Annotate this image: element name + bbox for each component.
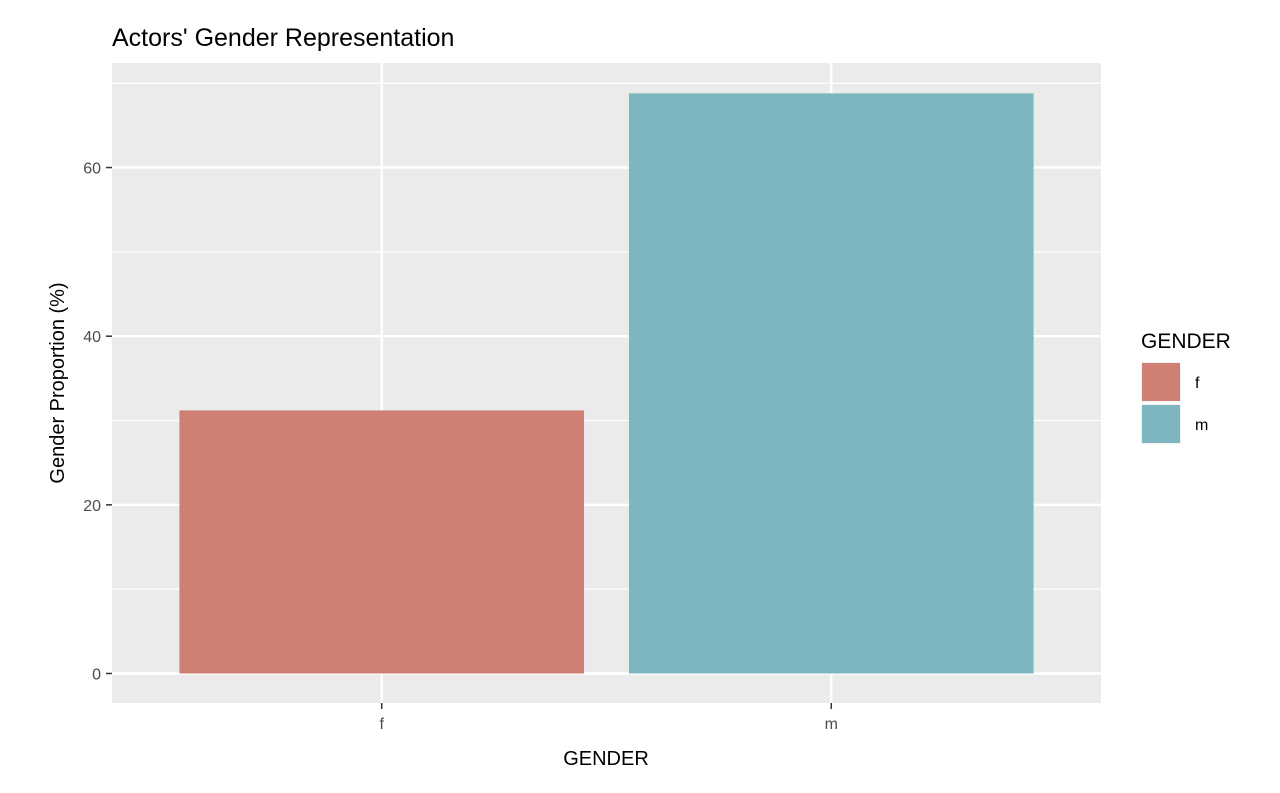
legend-label-f: f [1195, 375, 1200, 392]
legend-title: GENDER [1141, 330, 1231, 353]
legend-swatch-f [1142, 363, 1180, 401]
legend-entries: fm [1141, 362, 1208, 444]
legend: GENDER fm [1141, 330, 1231, 444]
y-tick-label: 0 [92, 666, 101, 683]
y-axis: 0 20 40 60 [83, 161, 112, 683]
y-axis-label: Gender Proportion (%) [47, 282, 69, 483]
x-tick-label: f [380, 716, 385, 733]
legend-label-m: m [1195, 417, 1208, 434]
y-tick-label: 40 [83, 329, 101, 346]
x-tick-label: m [825, 716, 838, 733]
chart-title: Actors' Gender Representation [112, 24, 454, 52]
bar-f [179, 410, 585, 674]
x-axis-label: GENDER [563, 748, 649, 770]
y-tick-label: 20 [83, 498, 101, 515]
y-tick-label: 60 [83, 161, 101, 178]
bars [179, 93, 1034, 674]
bar-m [628, 93, 1034, 674]
legend-swatch-m [1142, 405, 1180, 443]
